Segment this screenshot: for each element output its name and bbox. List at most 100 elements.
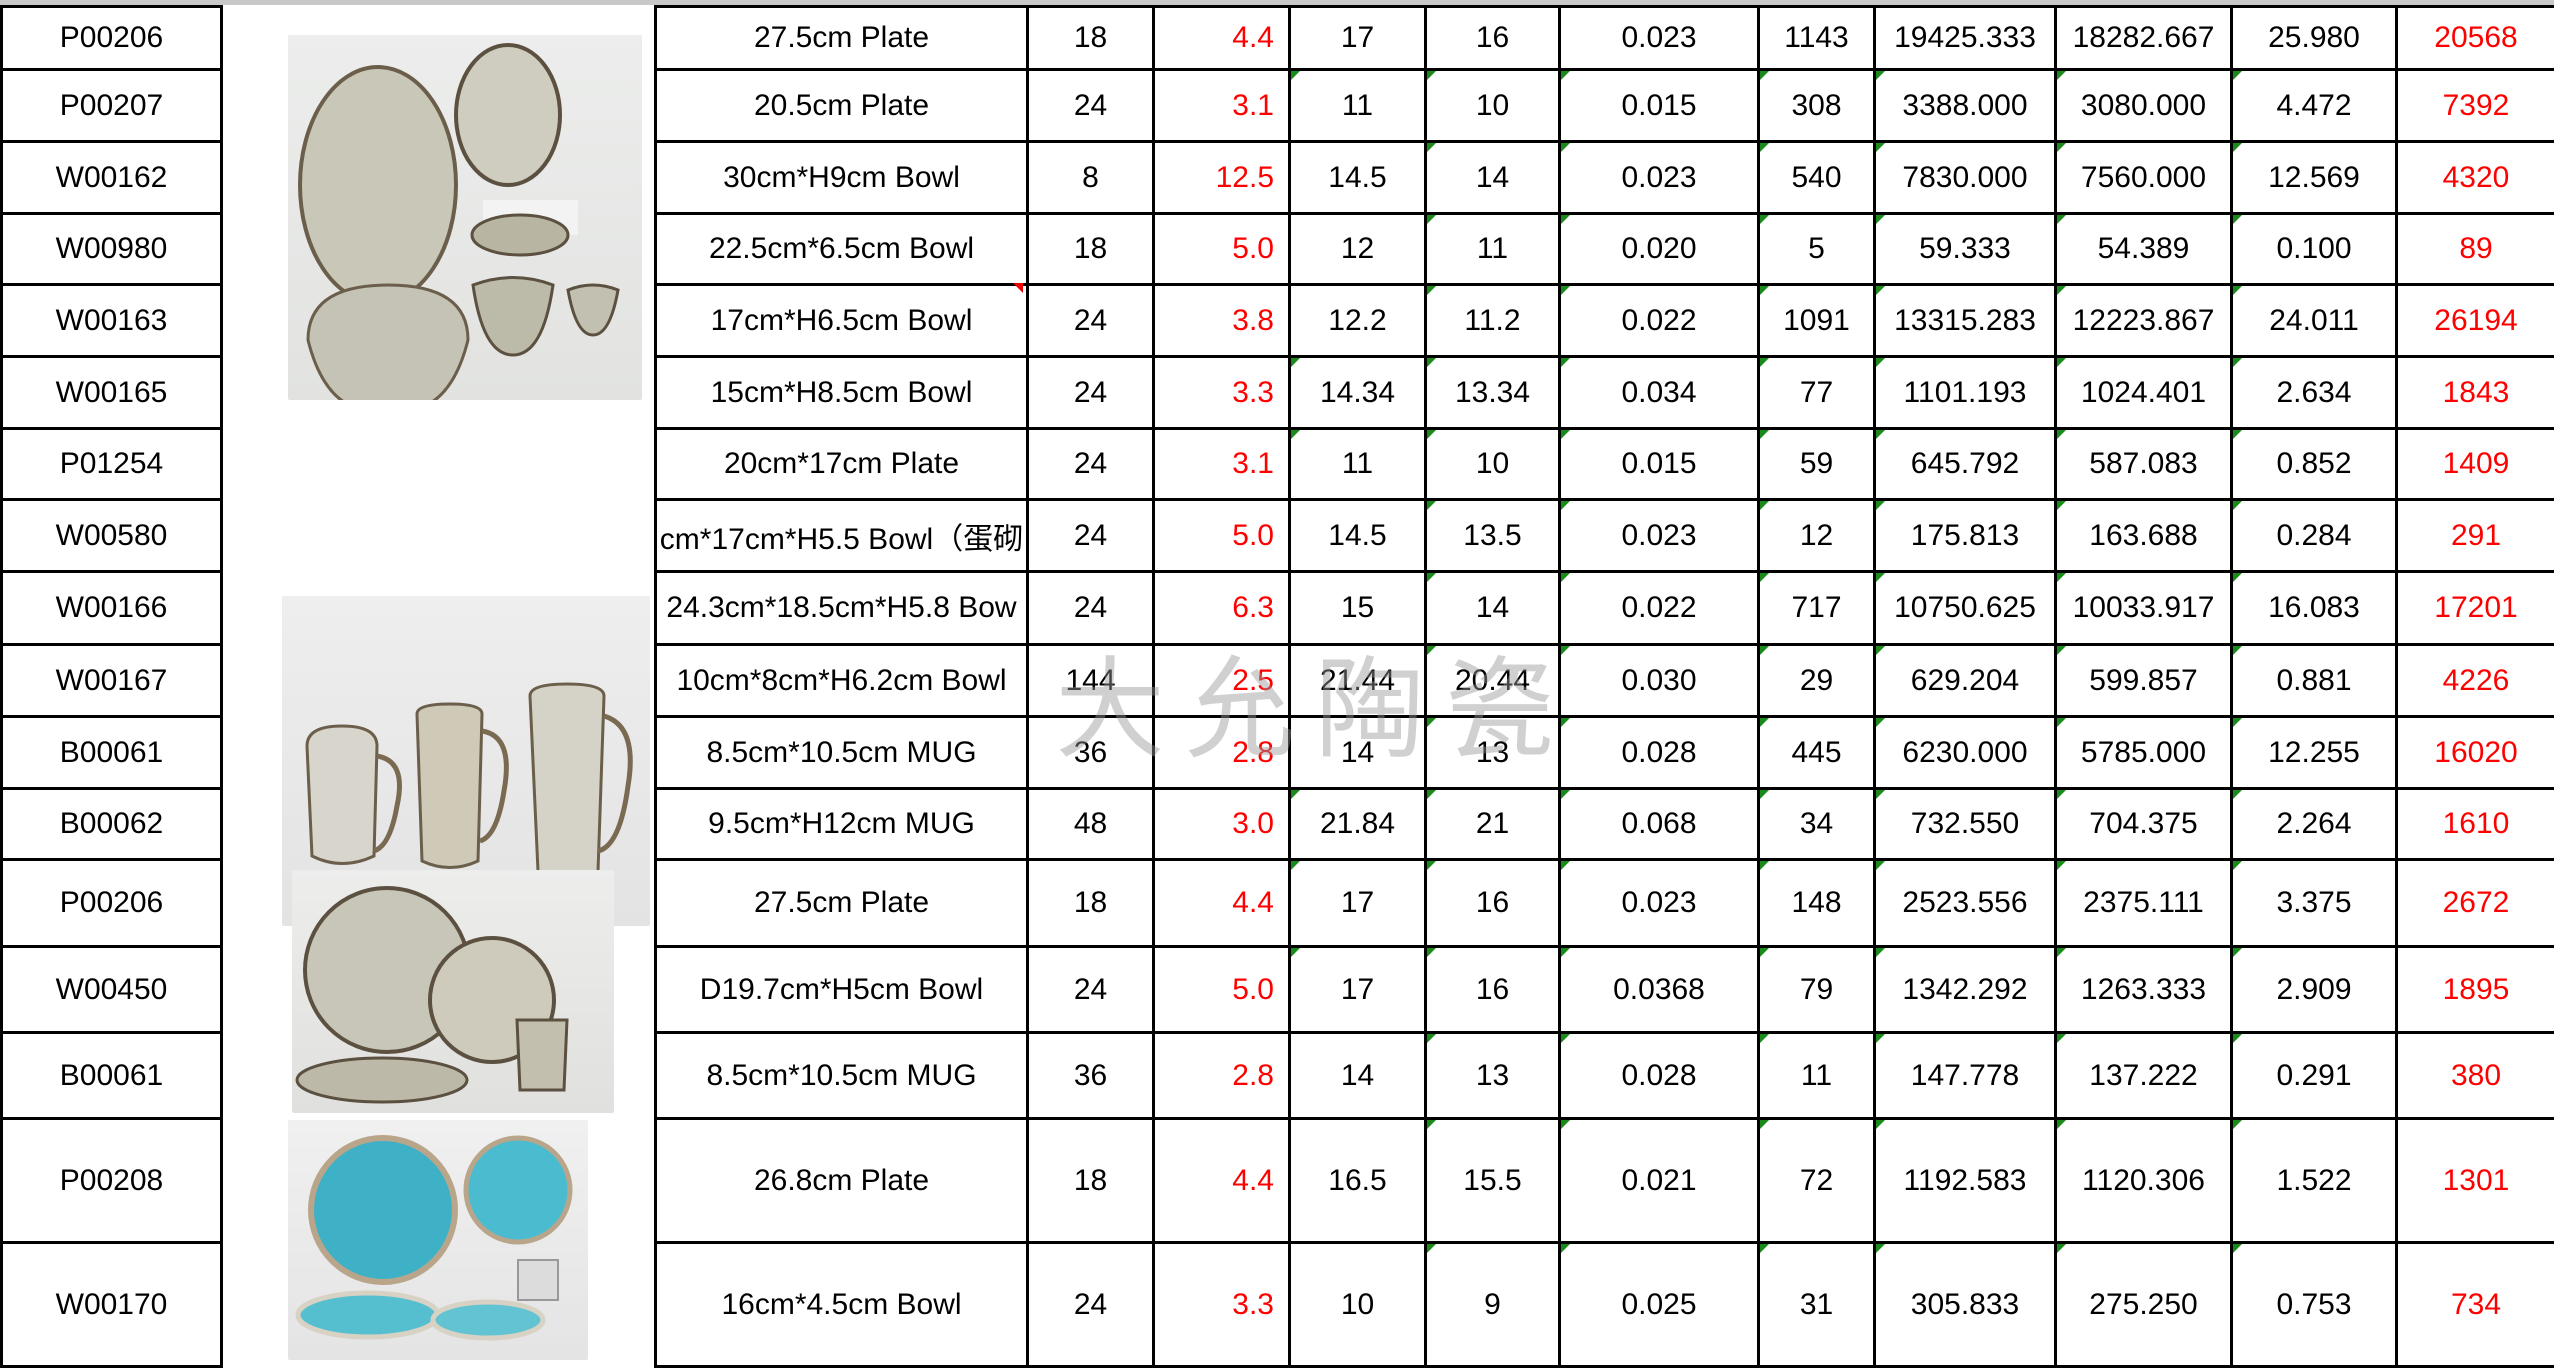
- cell-desc[interactable]: 22.5cm*6.5cm Bowl: [656, 214, 1028, 285]
- cell-total[interactable]: 1301: [2397, 1119, 2554, 1243]
- cell-total[interactable]: 291: [2397, 500, 2554, 572]
- cell-c7[interactable]: 2.634: [2232, 357, 2397, 429]
- cell-desc[interactable]: 27.5cm Plate: [656, 7, 1028, 70]
- cell-c1[interactable]: 15: [1290, 572, 1426, 645]
- cell-qty[interactable]: 18: [1028, 860, 1154, 947]
- cell-code[interactable]: W00167: [2, 645, 222, 717]
- cell-qty[interactable]: 24: [1028, 70, 1154, 142]
- cell-qty[interactable]: 24: [1028, 285, 1154, 357]
- cell-code[interactable]: W00980: [2, 214, 222, 285]
- cell-qty[interactable]: 24: [1028, 572, 1154, 645]
- cell-c5[interactable]: 3388.000: [1875, 70, 2056, 142]
- cell-qty[interactable]: 36: [1028, 1033, 1154, 1119]
- cell-c3[interactable]: 0.068: [1560, 789, 1759, 860]
- cell-price[interactable]: 4.4: [1154, 1119, 1290, 1243]
- cell-c4[interactable]: 79: [1759, 947, 1875, 1033]
- cell-c2[interactable]: 16: [1426, 860, 1560, 947]
- cell-qty[interactable]: 36: [1028, 717, 1154, 789]
- cell-c1[interactable]: 17: [1290, 7, 1426, 70]
- cell-c3[interactable]: 0.015: [1560, 70, 1759, 142]
- cell-c2[interactable]: 10: [1426, 70, 1560, 142]
- cell-desc[interactable]: 20.5cm Plate: [656, 70, 1028, 142]
- cell-c4[interactable]: 717: [1759, 572, 1875, 645]
- cell-c5[interactable]: 10750.625: [1875, 572, 2056, 645]
- cell-c5[interactable]: 19425.333: [1875, 7, 2056, 70]
- cell-c7[interactable]: 1.522: [2232, 1119, 2397, 1243]
- cell-c2[interactable]: 20.44: [1426, 645, 1560, 717]
- cell-desc[interactable]: 24.3cm*18.5cm*H5.8 Bow: [656, 572, 1028, 645]
- cell-code[interactable]: B00061: [2, 1033, 222, 1119]
- cell-total[interactable]: 16020: [2397, 717, 2554, 789]
- cell-code[interactable]: B00062: [2, 789, 222, 860]
- cell-total[interactable]: 734: [2397, 1243, 2554, 1367]
- cell-c5[interactable]: 6230.000: [1875, 717, 2056, 789]
- cell-c5[interactable]: 1101.193: [1875, 357, 2056, 429]
- cell-c5[interactable]: 1342.292: [1875, 947, 2056, 1033]
- cell-code[interactable]: W00170: [2, 1243, 222, 1367]
- cell-price[interactable]: 12.5: [1154, 142, 1290, 214]
- cell-c5[interactable]: 629.204: [1875, 645, 2056, 717]
- cell-c1[interactable]: 14.5: [1290, 500, 1426, 572]
- cell-total[interactable]: 1610: [2397, 789, 2554, 860]
- cell-code[interactable]: W00165: [2, 357, 222, 429]
- cell-c3[interactable]: 0.015: [1560, 429, 1759, 500]
- cell-c5[interactable]: 1192.583: [1875, 1119, 2056, 1243]
- cell-c7[interactable]: 0.284: [2232, 500, 2397, 572]
- cell-c3[interactable]: 0.022: [1560, 285, 1759, 357]
- cell-qty[interactable]: 18: [1028, 7, 1154, 70]
- cell-total[interactable]: 26194: [2397, 285, 2554, 357]
- cell-price[interactable]: 3.3: [1154, 357, 1290, 429]
- cell-price[interactable]: 5.0: [1154, 947, 1290, 1033]
- cell-qty[interactable]: 24: [1028, 357, 1154, 429]
- cell-c1[interactable]: 14.5: [1290, 142, 1426, 214]
- cell-code[interactable]: P00206: [2, 7, 222, 70]
- cell-c1[interactable]: 11: [1290, 70, 1426, 142]
- cell-desc[interactable]: 15cm*H8.5cm Bowl: [656, 357, 1028, 429]
- cell-c4[interactable]: 11: [1759, 1033, 1875, 1119]
- cell-price[interactable]: 5.0: [1154, 214, 1290, 285]
- cell-c6[interactable]: 10033.917: [2056, 572, 2232, 645]
- cell-c7[interactable]: 4.472: [2232, 70, 2397, 142]
- cell-code[interactable]: W00166: [2, 572, 222, 645]
- cell-code[interactable]: W00162: [2, 142, 222, 214]
- cell-total[interactable]: 4226: [2397, 645, 2554, 717]
- cell-code[interactable]: P00207: [2, 70, 222, 142]
- cell-price[interactable]: 6.3: [1154, 572, 1290, 645]
- cell-total[interactable]: 7392: [2397, 70, 2554, 142]
- cell-price[interactable]: 2.8: [1154, 1033, 1290, 1119]
- cell-c3[interactable]: 0.034: [1560, 357, 1759, 429]
- cell-c5[interactable]: 732.550: [1875, 789, 2056, 860]
- cell-c4[interactable]: 148: [1759, 860, 1875, 947]
- cell-c3[interactable]: 0.0368: [1560, 947, 1759, 1033]
- cell-c1[interactable]: 12.2: [1290, 285, 1426, 357]
- cell-c5[interactable]: 2523.556: [1875, 860, 2056, 947]
- cell-price[interactable]: 4.4: [1154, 860, 1290, 947]
- cell-c5[interactable]: 305.833: [1875, 1243, 2056, 1367]
- cell-c4[interactable]: 29: [1759, 645, 1875, 717]
- cell-c3[interactable]: 0.025: [1560, 1243, 1759, 1367]
- cell-c5[interactable]: 59.333: [1875, 214, 2056, 285]
- cell-c6[interactable]: 137.222: [2056, 1033, 2232, 1119]
- cell-c7[interactable]: 0.881: [2232, 645, 2397, 717]
- cell-code[interactable]: W00163: [2, 285, 222, 357]
- cell-c1[interactable]: 10: [1290, 1243, 1426, 1367]
- cell-c6[interactable]: 587.083: [2056, 429, 2232, 500]
- cell-qty[interactable]: 18: [1028, 214, 1154, 285]
- cell-desc[interactable]: cm*17cm*H5.5 Bowl（蛋砌: [656, 500, 1028, 572]
- cell-c6[interactable]: 1120.306: [2056, 1119, 2232, 1243]
- cell-desc[interactable]: 8.5cm*10.5cm MUG: [656, 1033, 1028, 1119]
- cell-desc[interactable]: 26.8cm Plate: [656, 1119, 1028, 1243]
- cell-desc[interactable]: 9.5cm*H12cm MUG: [656, 789, 1028, 860]
- cell-c6[interactable]: 704.375: [2056, 789, 2232, 860]
- cell-c3[interactable]: 0.021: [1560, 1119, 1759, 1243]
- cell-c2[interactable]: 13.5: [1426, 500, 1560, 572]
- cell-price[interactable]: 3.1: [1154, 429, 1290, 500]
- cell-qty[interactable]: 24: [1028, 500, 1154, 572]
- cell-c7[interactable]: 2.264: [2232, 789, 2397, 860]
- cell-c2[interactable]: 13: [1426, 717, 1560, 789]
- cell-c3[interactable]: 0.023: [1560, 500, 1759, 572]
- cell-c2[interactable]: 15.5: [1426, 1119, 1560, 1243]
- cell-c7[interactable]: 2.909: [2232, 947, 2397, 1033]
- cell-code[interactable]: W00580: [2, 500, 222, 572]
- cell-qty[interactable]: 144: [1028, 645, 1154, 717]
